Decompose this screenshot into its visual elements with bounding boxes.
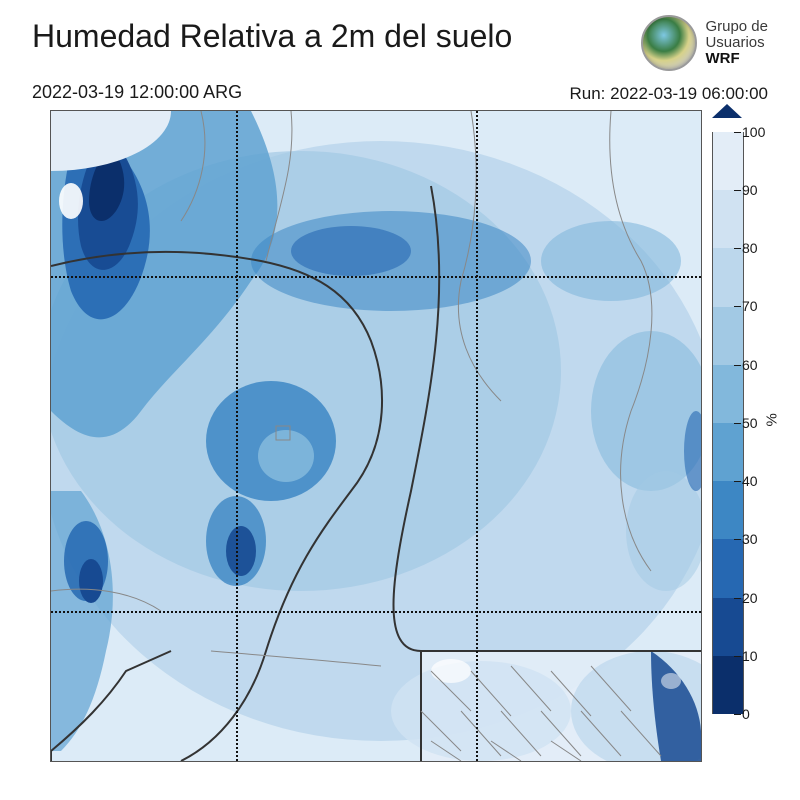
valid-time-label: 2022-03-19 12:00:00 ARG [32,82,242,103]
parallel-30s-line [51,276,701,278]
cb-seg-70-80 [712,539,744,597]
humidity-map[interactable]: 30°S 35°S 65°W 60°W [50,110,702,762]
cb-tick-20: 20 [742,590,758,606]
cb-seg-30-40 [712,307,744,365]
cb-seg-20-30 [712,248,744,306]
cb-seg-80-90 [712,598,744,656]
meridian-65w-line [236,111,238,761]
cb-tick-90: 90 [742,182,758,198]
meridian-60w-line [476,111,478,761]
org-logo-text: Grupo de Usuarios WRF [705,19,768,66]
wrf-globe-icon [641,15,697,71]
cb-seg-90-100 [712,656,744,714]
cb-tick-70: 70 [742,298,758,314]
cb-seg-0-10 [712,132,744,190]
map-canvas [51,111,701,761]
cb-tick-80: 80 [742,240,758,256]
cb-tick-50: 50 [742,415,758,431]
colorbar[interactable]: 100 90 80 70 60 50 40 30 20 10 0 % [712,118,742,728]
cb-tick-0: 0 [742,706,750,722]
colorbar-unit-label: % [764,413,781,426]
run-time-label: Run: 2022-03-19 06:00:00 [570,84,769,104]
colorbar-top-cap [712,104,742,118]
cb-tick-10: 10 [742,648,758,664]
colorbar-bottom-cap [712,728,742,742]
cb-tick-30: 30 [742,531,758,547]
cb-seg-60-70 [712,481,744,539]
cb-tick-40: 40 [742,473,758,489]
org-logo: Grupo de Usuarios WRF [641,15,768,71]
cb-seg-50-60 [712,423,744,481]
cb-seg-40-50 [712,365,744,423]
cb-seg-10-20 [712,190,744,248]
header-section: Humedad Relativa a 2m del suelo 2022-03-… [0,0,800,100]
page-title: Humedad Relativa a 2m del suelo [32,18,512,55]
cb-tick-100: 100 [742,124,765,140]
parallel-35s-line [51,611,701,613]
cb-tick-60: 60 [742,357,758,373]
